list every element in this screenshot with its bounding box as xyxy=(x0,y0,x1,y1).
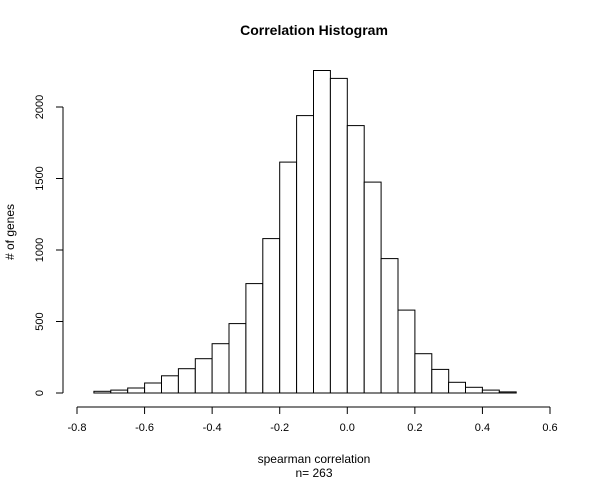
histogram-bar xyxy=(481,389,500,394)
histogram-bars xyxy=(93,70,517,394)
y-axis-label: # of genes xyxy=(3,204,17,260)
histogram-bar xyxy=(144,382,163,394)
x-tick-label: 0.4 xyxy=(475,422,490,434)
histogram-bar xyxy=(127,387,146,394)
histogram-bar xyxy=(110,389,129,394)
y-tick-label: 1000 xyxy=(34,238,46,262)
x-tick-label: -0.6 xyxy=(135,422,154,434)
histogram-bar xyxy=(211,343,230,394)
histogram-bar xyxy=(262,238,281,394)
histogram-bar xyxy=(279,161,298,394)
x-axis: -0.8 -0.6 -0.4 -0.2 0.0 0.2 0.4 0.6 xyxy=(68,406,558,434)
histogram-bar xyxy=(93,390,112,394)
histogram-bar xyxy=(465,386,483,394)
y-tick-label: 0 xyxy=(34,390,46,396)
histogram-bar xyxy=(228,323,247,394)
histogram-bar xyxy=(346,125,365,394)
histogram-bar xyxy=(380,258,399,394)
chart-title: Correlation Histogram xyxy=(240,22,388,38)
histogram-bar xyxy=(498,391,517,394)
histogram-bar xyxy=(177,368,196,394)
y-tick-label: 2000 xyxy=(34,95,46,119)
histogram-bar xyxy=(313,70,331,394)
histogram-bar xyxy=(431,368,450,394)
histogram-bar xyxy=(448,381,467,394)
y-axis: 0 500 1000 1500 2000 xyxy=(34,95,64,396)
histogram-bar xyxy=(363,181,382,394)
histogram-bar xyxy=(397,309,416,394)
histogram-bar xyxy=(245,283,264,394)
x-axis-label: spearman correlation xyxy=(258,452,371,466)
x-tick-label: -0.4 xyxy=(203,422,222,434)
x-tick-label: 0.6 xyxy=(542,422,557,434)
x-tick-label: 0.0 xyxy=(340,422,355,434)
x-tick-label: -0.2 xyxy=(270,422,289,434)
histogram-bar xyxy=(296,115,315,394)
histogram-bar xyxy=(161,375,179,394)
y-tick-label: 500 xyxy=(34,312,46,330)
x-tick-label: 0.2 xyxy=(407,422,422,434)
histogram-bar xyxy=(329,77,348,394)
histogram-bar xyxy=(194,358,213,394)
x-axis-sublabel: n= 263 xyxy=(295,466,332,480)
histogram-bar xyxy=(414,353,433,394)
x-tick-label: -0.8 xyxy=(68,422,87,434)
y-tick-label: 1500 xyxy=(34,166,46,190)
